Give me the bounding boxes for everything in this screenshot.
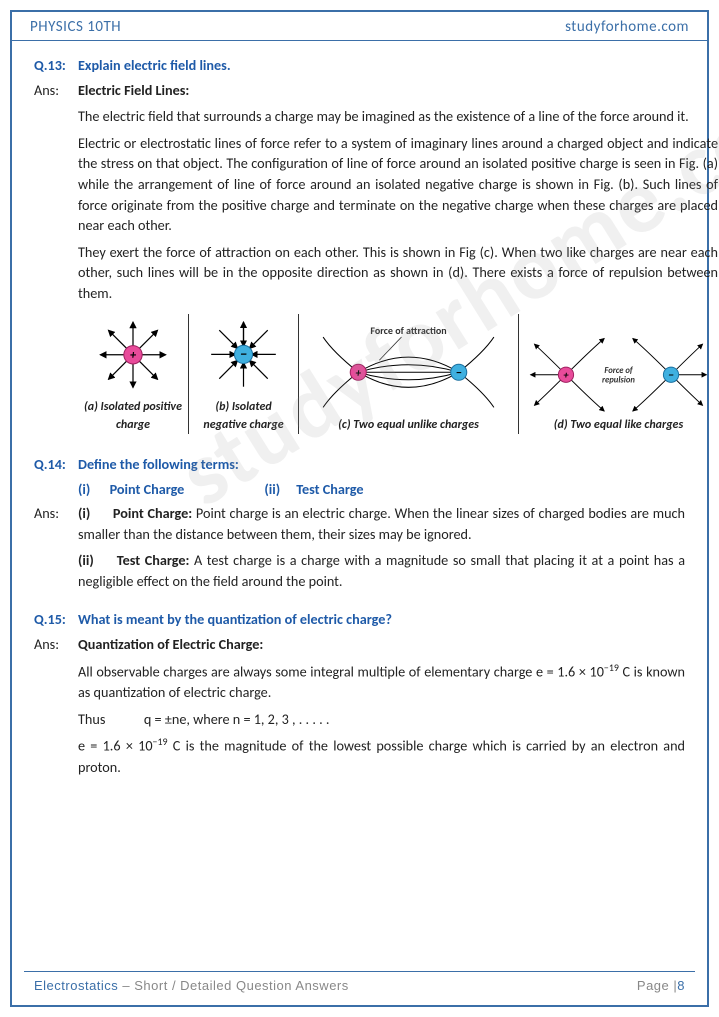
q15-answer: Quantization of Electric Charge: All obs… (78, 634, 685, 777)
q14-answer-row: Ans: (i) Point Charge: Point charge is a… (34, 503, 685, 591)
fig-a-svg: + (82, 314, 184, 396)
q15-question: What is meant by the quantization of ele… (78, 609, 392, 630)
svg-text:+: + (563, 368, 569, 381)
q13-question-row: Q.13: Explain electric field lines. (34, 55, 685, 76)
q14-ans-i-label: (i) Point Charge: (78, 504, 192, 522)
content-area: studyforhome.com Q.13: Explain electric … (12, 41, 707, 777)
q14-sub-i: (i) Point Charge (78, 479, 184, 500)
svg-text:+: + (130, 347, 137, 362)
fig-b-svg: − (193, 314, 294, 395)
fig-d-caption: (d) Two equal like charges (554, 417, 683, 434)
q15-p3b: C is the magnitude of the lowest possibl… (78, 737, 685, 776)
fig-d-svg: Force of repulsion + − (523, 327, 714, 413)
q15-label: Q.15: (34, 609, 78, 630)
q15-question-row: Q.15: What is meant by the quantization … (34, 609, 685, 630)
fig-b-caption: (b) Isolated negative charge (193, 399, 294, 434)
q14-ans-label: Ans: (34, 503, 78, 591)
q13-ans-label: Ans: (34, 80, 78, 440)
q15-p1sup: −19 (604, 662, 619, 674)
svg-text:+: + (356, 365, 362, 379)
q13-question: Explain electric field lines. (78, 55, 231, 76)
footer-right: Page |8 (637, 978, 685, 993)
header-left: PHYSICS 10TH (30, 18, 121, 36)
fig-a-caption: (a) Isolated positive charge (82, 399, 184, 434)
fig-a: + (a) Isolated positive charge (78, 314, 188, 434)
q15-p2: Thus q = ±ne, where n = 1, 2, 3 , . . . … (78, 709, 685, 730)
q15-p1a: All observable charges are always some i… (78, 662, 604, 680)
q13-label: Q.13: (34, 55, 78, 76)
q15-p3a: e = 1.6 × 10 (78, 737, 153, 755)
fig-c-svg: Force of attraction (303, 322, 514, 412)
footer-page-num: 8 (677, 978, 685, 993)
q14-subterms: (i) Point Charge (ii) Test Charge (78, 479, 685, 500)
q14-ans-ii: (ii) Test Charge: A test charge is a cha… (78, 550, 685, 591)
q14-question: Define the following terms: (78, 454, 239, 475)
page-border: PHYSICS 10TH studyforhome.com studyforho… (10, 10, 709, 1007)
q15-p3sup: −19 (153, 736, 168, 748)
q13-heading: Electric Field Lines: (78, 80, 718, 101)
fig-c: Force of attraction (298, 314, 518, 434)
q13-answer-row: Ans: Electric Field Lines: The electric … (34, 80, 685, 440)
figure-row: + (a) Isolated positive charge (78, 314, 718, 434)
q14-question-row: Q.14: Define the following terms: (34, 454, 685, 475)
q13-answer: Electric Field Lines: The electric field… (78, 80, 718, 440)
fig-b: − (b) Isolated negative charge (188, 314, 298, 434)
q14-ans-ii-label: (ii) Test Charge: (78, 551, 189, 569)
page-footer: Electrostatics – Short / Detailed Questi… (24, 971, 695, 993)
footer-topic: Electrostatics (34, 978, 118, 993)
q14-ans-i: (i) Point Charge: Point charge is an ele… (78, 503, 685, 544)
q14-label: Q.14: (34, 454, 78, 475)
fig-d: Force of repulsion + − (d) Two equal lik… (518, 314, 718, 434)
footer-page-label: Page | (637, 978, 677, 993)
svg-text:−: − (668, 368, 674, 382)
q15-heading: Quantization of Electric Charge: (78, 634, 685, 655)
svg-text:Force of: Force of (604, 365, 633, 375)
svg-text:repulsion: repulsion (602, 375, 635, 385)
q15-answer-row: Ans: Quantization of Electric Charge: Al… (34, 634, 685, 777)
q15-p3: e = 1.6 × 10−19 C is the magnitude of th… (78, 735, 685, 777)
q15-ans-label: Ans: (34, 634, 78, 777)
header-right: studyforhome.com (565, 18, 689, 36)
q13-p3: They exert the force of attraction on ea… (78, 242, 718, 304)
q13-p1: The electric field that surrounds a char… (78, 106, 718, 127)
q14-answer: (i) Point Charge: Point charge is an ele… (78, 503, 685, 591)
page-header: PHYSICS 10TH studyforhome.com (12, 12, 707, 41)
footer-sep: – Short / Detailed Question Answers (118, 978, 348, 993)
q14-sub-ii: (ii) Test Charge (264, 479, 363, 500)
footer-left: Electrostatics – Short / Detailed Questi… (34, 978, 349, 993)
fig-c-label: Force of attraction (370, 324, 446, 337)
q15-p1: All observable charges are always some i… (78, 661, 685, 703)
svg-text:−: − (456, 366, 462, 380)
fig-c-caption: (c) Two equal unlike charges (338, 417, 479, 434)
svg-text:−: − (240, 346, 247, 363)
q13-p2: Electric or electrostatic lines of force… (78, 133, 718, 236)
